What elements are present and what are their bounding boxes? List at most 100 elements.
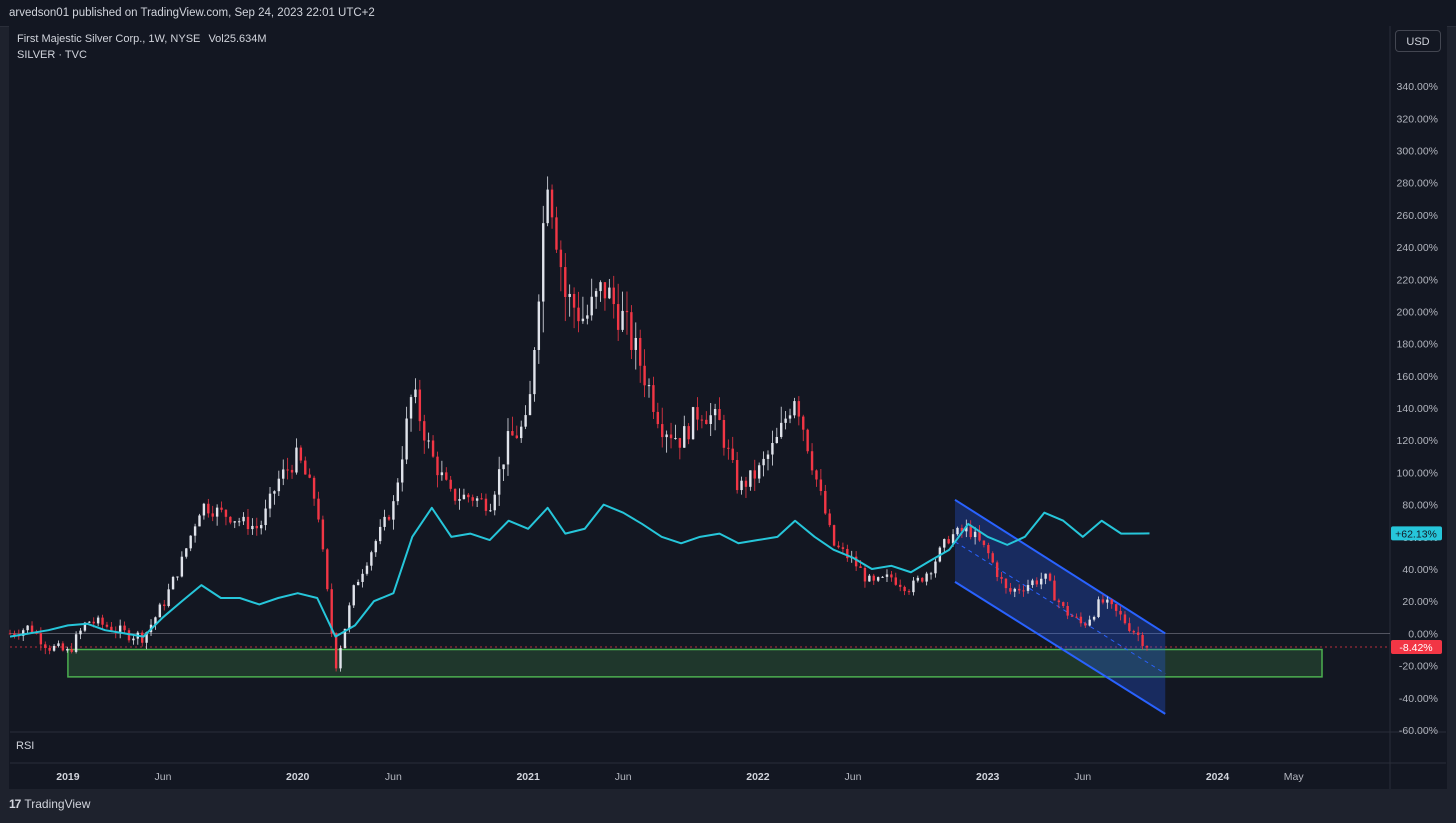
candle-body — [947, 539, 950, 544]
candle — [308, 468, 311, 479]
candle-body — [599, 282, 602, 292]
candle-body — [612, 287, 615, 305]
candle — [572, 287, 576, 329]
candle — [1114, 603, 1118, 617]
candle-body — [815, 470, 818, 480]
candle-body — [273, 491, 276, 494]
candle-body — [1000, 577, 1003, 579]
candle-body — [1026, 585, 1030, 591]
candle-body — [365, 565, 369, 574]
candle-body — [198, 515, 201, 527]
candle-body — [502, 464, 505, 470]
symbol-name: First Majestic Silver Corp., 1W, NYSE — [17, 33, 201, 45]
candle-body — [625, 310, 629, 313]
candle-body — [163, 604, 166, 606]
candle-body — [361, 573, 364, 582]
candle — [973, 526, 977, 545]
candle-body — [79, 630, 82, 635]
candle — [163, 599, 166, 611]
candle-body — [233, 521, 236, 523]
candle — [907, 589, 911, 595]
candle-body — [881, 576, 884, 578]
candle — [824, 484, 827, 515]
x-tick-label: Jun — [1074, 771, 1091, 783]
candle — [79, 628, 82, 640]
candle — [594, 288, 598, 309]
candle — [740, 476, 743, 495]
tradingview-logo-icon: 17 — [9, 797, 21, 811]
candle — [30, 621, 34, 634]
candle-body — [259, 525, 263, 529]
y-tick-label: 0.00% — [1408, 628, 1438, 640]
y-tick-label: 240.00% — [1397, 242, 1438, 254]
candle-body — [564, 267, 567, 297]
candle — [555, 206, 558, 253]
candle — [1132, 629, 1135, 635]
candle — [409, 394, 413, 432]
candle — [171, 575, 175, 590]
candle — [766, 450, 770, 471]
candle-body — [1013, 588, 1016, 592]
candle-body — [1132, 631, 1135, 633]
candle-body — [1128, 623, 1131, 632]
y-tick-label: 340.00% — [1397, 81, 1438, 93]
candle — [731, 436, 734, 464]
symbol-legend[interactable]: First Majestic Silver Corp., 1W, NYSE Vo… — [17, 33, 267, 45]
candle — [899, 579, 902, 592]
candle — [304, 456, 307, 475]
candle — [586, 304, 589, 325]
candle — [1070, 613, 1074, 617]
candle — [356, 579, 360, 586]
candle-body — [735, 459, 739, 491]
candle-body — [123, 625, 126, 631]
candle-body — [709, 415, 712, 425]
candle — [810, 443, 814, 475]
candle-body — [841, 547, 845, 549]
candle-body — [489, 510, 492, 512]
candle — [965, 519, 968, 538]
candle — [696, 397, 699, 431]
candle-body — [1097, 599, 1100, 617]
x-tick-label: 2019 — [56, 771, 80, 783]
candle — [894, 572, 897, 586]
y-tick-label: 180.00% — [1397, 339, 1438, 351]
candle-body — [903, 586, 906, 592]
tradingview-logo[interactable]: 17 TradingView — [9, 797, 90, 811]
candle — [290, 464, 294, 479]
candle — [890, 570, 893, 582]
candle-body — [176, 576, 179, 578]
candle — [1145, 645, 1149, 651]
chart-area[interactable] — [9, 26, 1447, 789]
candle-body — [616, 304, 620, 330]
candle — [1079, 612, 1083, 627]
candle — [423, 414, 426, 454]
candle — [683, 415, 686, 448]
candle — [383, 509, 386, 531]
candle — [982, 540, 986, 548]
candle — [784, 411, 787, 430]
currency-button[interactable]: USD — [1395, 30, 1441, 52]
candle-body — [282, 469, 285, 479]
compare-legend[interactable]: SILVER · TVC — [17, 49, 87, 61]
candle — [1119, 606, 1122, 621]
candle-body — [127, 630, 131, 641]
candle — [709, 402, 712, 437]
candle-body — [312, 477, 316, 499]
candle — [493, 491, 496, 516]
candle-body — [951, 534, 955, 544]
candle-body — [326, 549, 329, 590]
candle-body — [771, 443, 774, 455]
candle — [445, 467, 448, 481]
y-tick-label: 220.00% — [1397, 274, 1438, 286]
candle-body — [550, 189, 554, 218]
candle-body — [806, 429, 809, 452]
candle — [528, 380, 532, 416]
candle-body — [656, 411, 660, 425]
x-axis: 2019 Jun 2020 Jun 2021 Jun 2022 Jun 2023 Jun 2024 M… — [56, 771, 1304, 783]
candle — [661, 407, 664, 448]
rsi-label[interactable]: RSI — [16, 740, 35, 752]
candle-body — [1101, 599, 1105, 603]
candle-body — [48, 647, 51, 651]
candle — [405, 406, 408, 465]
